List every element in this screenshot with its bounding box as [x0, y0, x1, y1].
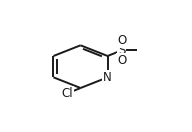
Text: Cl: Cl — [62, 87, 74, 100]
Text: O: O — [117, 54, 126, 67]
Text: N: N — [103, 71, 112, 84]
Text: S: S — [118, 44, 125, 57]
Text: O: O — [117, 34, 126, 47]
